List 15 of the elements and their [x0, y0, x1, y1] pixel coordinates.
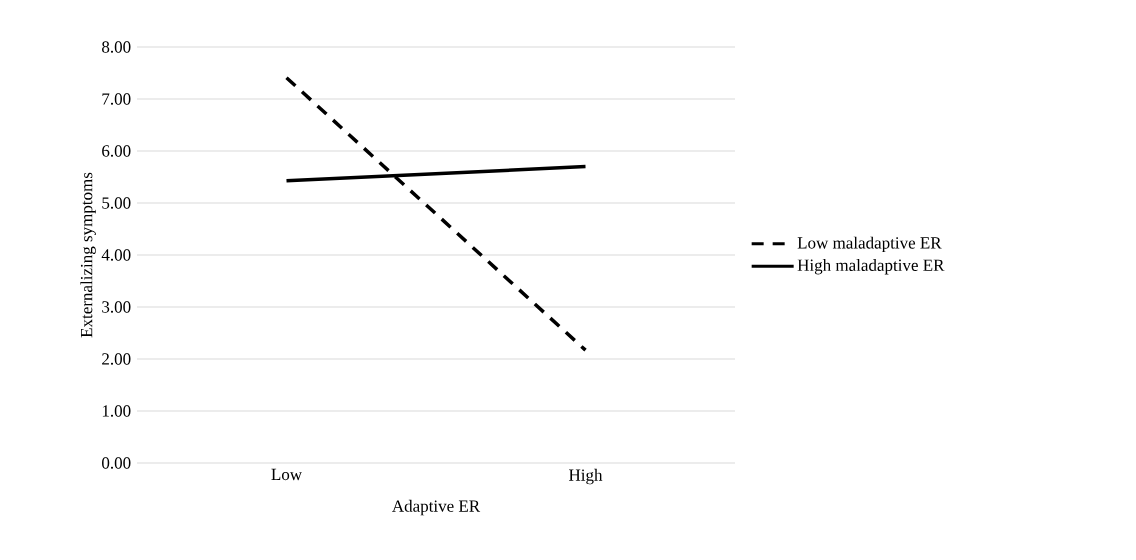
- x-axis-title: Adaptive ER: [392, 499, 481, 516]
- x-tick-label: High: [568, 468, 603, 485]
- legend-label: Low maladaptive ER: [797, 236, 942, 253]
- y-tick-label: 5.00: [102, 197, 131, 209]
- y-tick-label: 0.00: [102, 457, 131, 469]
- y-tick-label: 4.00: [101, 249, 131, 261]
- y-tick-label: 2.00: [102, 353, 131, 365]
- x-tick-label: Low: [271, 468, 303, 481]
- y-tick-label: 8.00: [102, 41, 131, 53]
- legend-label: High maladaptive ER: [797, 259, 945, 275]
- y-tick-label: 6.00: [102, 145, 131, 157]
- y-tick-label: 3.00: [102, 301, 131, 313]
- y-tick-label: 1.00: [102, 405, 131, 417]
- y-axis-title: Externalizing symptoms: [80, 172, 96, 338]
- y-tick-label: 7.00: [102, 93, 131, 105]
